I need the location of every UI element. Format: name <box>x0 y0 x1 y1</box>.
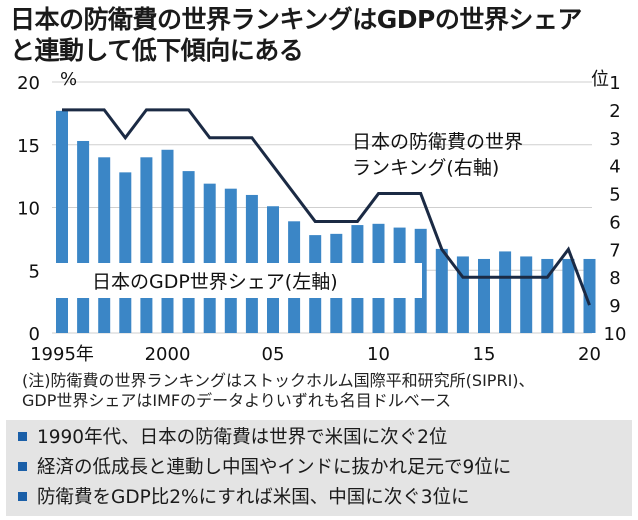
gdp-share-bar <box>583 258 596 333</box>
summary-text: 1990年代、日本の防衛費は世界で米国に次ぐ2位 <box>37 427 448 448</box>
right-tick-label: 6 <box>609 212 620 233</box>
gdp-share-bar <box>520 256 533 333</box>
right-tick-label: 4 <box>609 157 620 178</box>
footnote-line-1: (注)防衛費の世界ランキングはストックホルム国際平和研究所(SIPRI)、 <box>22 371 535 390</box>
ranking-series-label-line-2: ランキング(右軸) <box>352 157 499 179</box>
gdp-share-bar <box>456 256 469 333</box>
x-tick-label: 2000 <box>145 344 191 365</box>
left-tick-label: 20 <box>17 73 40 94</box>
left-axis-unit: % <box>60 69 77 90</box>
legend-band <box>52 263 422 298</box>
x-tick-label: 10 <box>367 344 390 365</box>
footnote-line-2: GDP世界シェアはIMFのデータよりいずれも名目ドルベース <box>22 391 451 410</box>
bullet-icon <box>18 491 27 501</box>
gdp-share-bar <box>435 248 448 333</box>
chart-title: 日本の防衛費の世界ランキングはGDPの世界シェア と連動して低下傾向にある <box>10 4 630 66</box>
left-tick-label: 5 <box>29 261 40 282</box>
gdp-series-label: 日本のGDP世界シェア(左軸) <box>92 271 338 293</box>
gdp-share-bar <box>478 258 490 333</box>
bullet-icon <box>18 431 27 441</box>
left-tick-label: 0 <box>29 324 40 345</box>
x-tick-label: 05 <box>262 344 285 365</box>
gdp-share-bar <box>56 110 68 333</box>
right-tick-label: 8 <box>609 268 620 289</box>
summary-item: 経済の低成長と連動し中国やインドに抜かれ足元で9位に <box>18 456 511 480</box>
title-line-1: 日本の防衛費の世界ランキングはGDPの世界シェア <box>10 5 582 34</box>
gdp-share-bar <box>98 157 111 333</box>
ranking-series-label-line-1: 日本の防衛費の世界 <box>352 131 523 153</box>
right-tick-label: 3 <box>609 129 620 150</box>
gdp-share-bar <box>562 258 575 333</box>
x-tick-label: 15 <box>473 344 496 365</box>
right-tick-label: 7 <box>609 240 620 261</box>
right-tick-label: 2 <box>609 101 620 122</box>
right-tick-label: 1 <box>609 73 620 94</box>
title-line-2: と連動して低下傾向にある <box>10 36 304 65</box>
ranking-line <box>62 108 591 306</box>
gdp-share-bar <box>499 251 512 333</box>
gdp-share-bar <box>140 157 153 333</box>
summary-text: 経済の低成長と連動し中国やインドに抜かれ足元で9位に <box>37 457 512 478</box>
right-tick-label: 10 <box>604 324 627 345</box>
x-tick-label: 1995年 <box>30 344 94 365</box>
bullet-icon <box>18 461 27 471</box>
gdp-share-bar <box>77 140 90 333</box>
gdp-share-bar <box>203 183 216 333</box>
footnote: (注)防衛費の世界ランキングはストックホルム国際平和研究所(SIPRI)、 GD… <box>22 371 632 411</box>
gdp-share-bar <box>182 171 195 333</box>
gdp-share-bar <box>224 188 237 333</box>
left-tick-label: 10 <box>17 199 40 220</box>
summary-box: 1990年代、日本の防衛費は世界で米国に次ぐ2位 経済の低成長と連動し中国やイン… <box>6 420 632 516</box>
summary-text: 防衛費をGDP比2%にすれば米国、中国に次ぐ3位に <box>37 487 470 508</box>
gdp-share-bar <box>161 149 174 333</box>
summary-item: 1990年代、日本の防衛費は世界で米国に次ぐ2位 <box>18 426 447 450</box>
summary-item: 防衛費をGDP比2%にすれば米国、中国に次ぐ3位に <box>18 486 470 510</box>
x-tick-label: 20 <box>578 344 601 365</box>
right-tick-label: 5 <box>609 185 620 206</box>
left-tick-label: 15 <box>17 136 40 157</box>
gdp-share-bar <box>119 172 132 333</box>
label-band <box>52 263 422 298</box>
right-axis-unit: 位 <box>591 69 609 90</box>
right-tick-label: 9 <box>609 296 620 317</box>
